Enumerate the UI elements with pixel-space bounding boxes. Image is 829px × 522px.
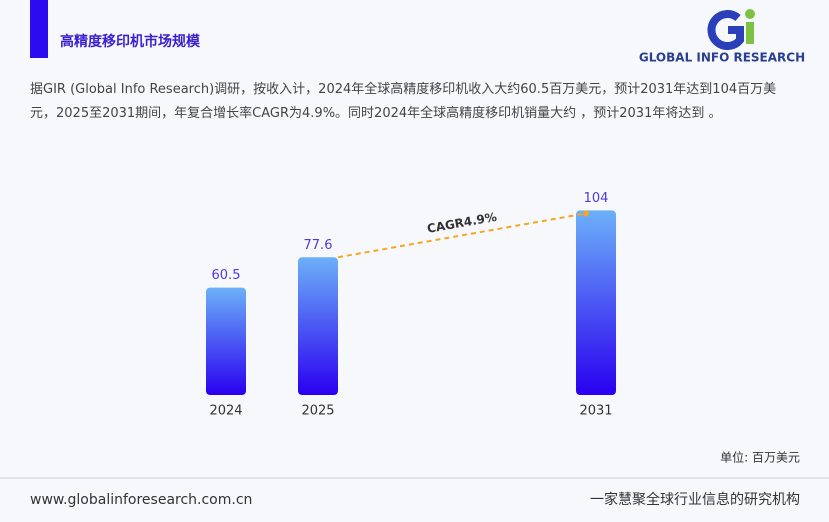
cagr-label: CAGR4.9% — [426, 210, 498, 236]
value-label: 60.5 — [212, 268, 241, 283]
value-label: 77.6 — [304, 238, 333, 253]
value-label: 104 — [584, 191, 609, 206]
bar — [576, 210, 616, 395]
logo-i — [746, 22, 754, 44]
intro-text: 据GIR (Global Info Research)调研，按收入计，2024年… — [30, 82, 777, 121]
header-accent — [30, 0, 48, 58]
logo-g — [707, 10, 744, 51]
footer-slogan: 一家慧聚全球行业信息的研究机构 — [590, 491, 800, 508]
bar — [298, 257, 338, 395]
footer-url: www.globalinforesearch.com.cn — [30, 492, 252, 508]
logo: GLOBAL INFO RESEARCH — [639, 9, 805, 65]
x-tick-label: 2025 — [301, 404, 334, 419]
logo-text: GLOBAL INFO RESEARCH — [639, 51, 805, 65]
logo-dot — [745, 9, 755, 19]
page-title: 高精度移印机市场规模 — [60, 33, 201, 50]
x-tick-label: 2031 — [579, 404, 612, 419]
unit-label: 单位: 百万美元 — [720, 450, 800, 465]
x-tick-label: 2024 — [209, 404, 242, 419]
bar — [206, 287, 246, 395]
cagr-arrow — [583, 210, 589, 217]
cagr-line — [337, 212, 587, 259]
